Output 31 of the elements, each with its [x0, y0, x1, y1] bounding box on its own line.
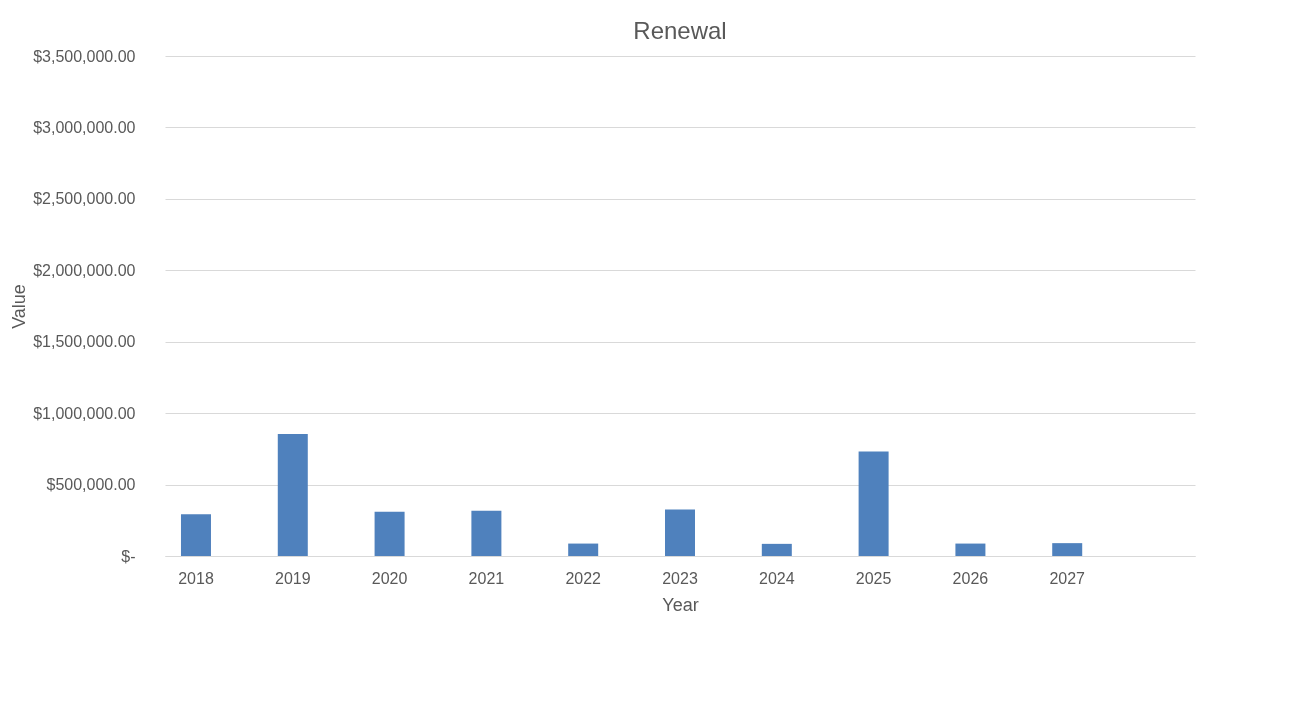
bar [858, 451, 889, 556]
y-tick-label: $3,000,000.00 [33, 118, 136, 136]
bar [665, 509, 695, 556]
y-tick-label: $1,000,000.00 [33, 404, 136, 422]
x-tick-label: 2026 [952, 569, 989, 587]
bar [761, 543, 792, 556]
bar [180, 514, 211, 556]
y-tick-label: $1,500,000.00 [33, 333, 136, 351]
x-tick-label: 2027 [1049, 569, 1086, 587]
y-tick-label: $2,500,000.00 [33, 190, 136, 208]
bar [471, 510, 502, 556]
x-tick-label: 2018 [178, 569, 214, 587]
y-axis-title: Value [9, 284, 30, 329]
bar [1052, 543, 1083, 556]
x-tick-label: 2019 [274, 569, 311, 587]
y-tick-label: $- [121, 547, 136, 565]
x-tick-label: 2020 [371, 569, 408, 587]
x-tick-label: 2023 [662, 569, 698, 587]
x-tick-label: 2025 [855, 569, 892, 587]
bar [955, 543, 986, 556]
chart-title: Renewal [633, 17, 727, 44]
bar [374, 511, 405, 556]
y-tick-label: $500,000.00 [46, 476, 136, 494]
y-tick-label: $2,000,000.00 [33, 261, 136, 279]
y-tick-label: $3,500,000.00 [33, 47, 136, 65]
x-axis-title: Year [662, 594, 699, 615]
x-tick-label: 2024 [759, 569, 795, 587]
x-tick-label: 2022 [565, 569, 602, 587]
bar [568, 543, 599, 556]
x-tick-label: 2021 [468, 569, 505, 587]
bar [277, 434, 308, 556]
